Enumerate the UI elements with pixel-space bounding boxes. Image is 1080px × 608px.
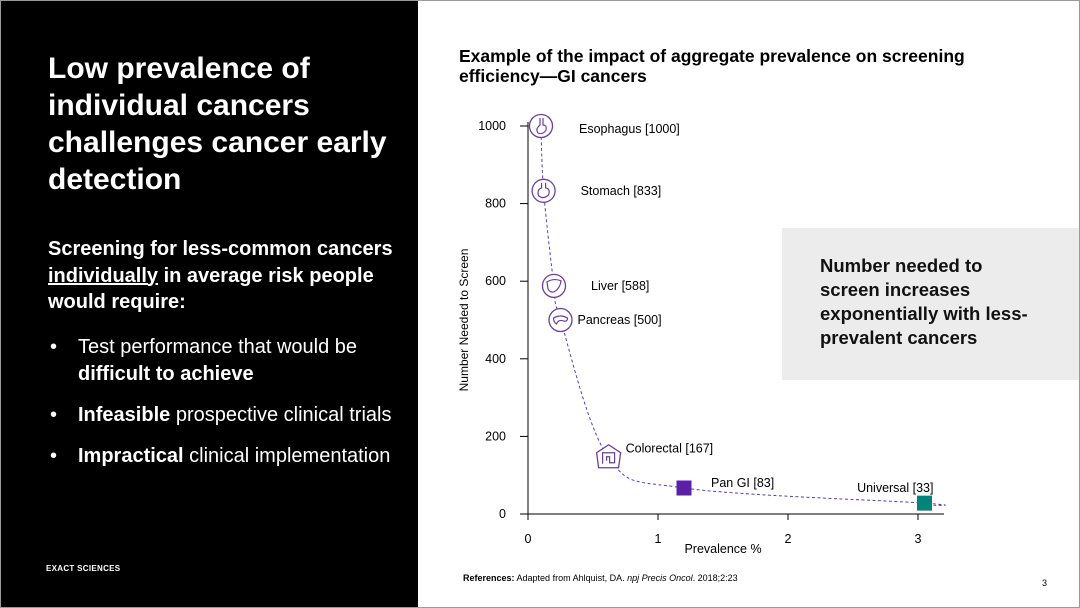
liver-icon — [541, 273, 567, 299]
esophagus-icon — [528, 113, 554, 139]
point-label: Liver [588] — [591, 279, 649, 293]
x-tick-label: 1 — [655, 532, 662, 546]
point-label: Universal [33] — [857, 481, 933, 495]
data-square — [676, 480, 692, 496]
data-square — [917, 495, 932, 511]
page-number: 3 — [1042, 578, 1048, 588]
bullet-bold: Infeasible — [78, 404, 171, 426]
colon-icon — [595, 443, 622, 469]
references-label: References: — [463, 573, 515, 583]
y-tick-label: 0 — [499, 507, 506, 521]
references: References: Adapted from Ahlquist, DA. n… — [463, 573, 738, 583]
y-tick-label: 400 — [485, 352, 506, 366]
references-journal: npj Precis Oncol — [627, 573, 693, 583]
point-label: Esophagus [1000] — [579, 122, 680, 136]
point-label: Pan GI [83] — [711, 476, 774, 490]
x-tick-label: 0 — [525, 532, 532, 546]
bullet-bold: Impractical — [78, 445, 184, 467]
stomach-icon — [531, 178, 556, 203]
brand-logo: EXACT SCIENCES — [46, 564, 121, 573]
trend-curve — [540, 125, 946, 506]
y-axis-title: Number Needed to Screen — [457, 249, 471, 392]
y-tick-label: 1000 — [478, 119, 506, 133]
x-tick-label: 2 — [785, 532, 792, 546]
subtitle-part: in average risk people would require: — [48, 264, 374, 314]
point-label: Stomach [833] — [581, 184, 662, 198]
y-tick-label: 800 — [485, 197, 506, 211]
subtitle-emphasis: individually — [48, 264, 159, 287]
y-tick-label: 600 — [485, 274, 506, 288]
bullet-dot: • — [50, 336, 58, 358]
references-tail: . 2018;2:23 — [692, 573, 738, 583]
bullet-list: • Test performance that would be difficul… — [48, 334, 408, 484]
bullet-text: clinical implementation — [183, 445, 391, 467]
slide-title: Low prevalence of individual cancers cha… — [48, 52, 387, 196]
bullet-bold: difficult to achieve — [78, 363, 254, 385]
references-text: Adapted from Ahlquist, DA. — [514, 573, 628, 583]
bullet-item: • Test performance that would be difficul… — [48, 334, 408, 388]
callout-box: Number needed to screen increases expone… — [782, 228, 1080, 380]
bullet-text: Test performance that would be — [78, 336, 358, 358]
subtitle-part: Screening for less-common cancers — [48, 238, 393, 260]
bullet-dot: • — [50, 445, 58, 467]
x-axis-title: Prevalence % — [684, 542, 761, 556]
y-tick-label: 200 — [485, 429, 506, 443]
chart-title: Example of the impact of aggregate preva… — [459, 46, 965, 86]
x-tick-label: 3 — [915, 532, 922, 546]
bullet-text: prospective clinical trials — [170, 404, 392, 426]
bullet-item: • Impractical clinical implementation — [48, 443, 408, 470]
subtitle: Screening for less-common cancers indivi… — [48, 236, 408, 316]
point-label: Colorectal [167] — [626, 442, 714, 456]
callout-text: Number needed to screen increases expone… — [820, 255, 1028, 348]
bullet-dot: • — [50, 404, 58, 426]
bullet-item: • Infeasible prospective clinical trials — [48, 402, 408, 429]
left-panel: Low prevalence of individual cancers cha… — [0, 0, 418, 608]
pancreas-icon — [548, 307, 573, 333]
point-label: Pancreas [500] — [578, 313, 662, 327]
